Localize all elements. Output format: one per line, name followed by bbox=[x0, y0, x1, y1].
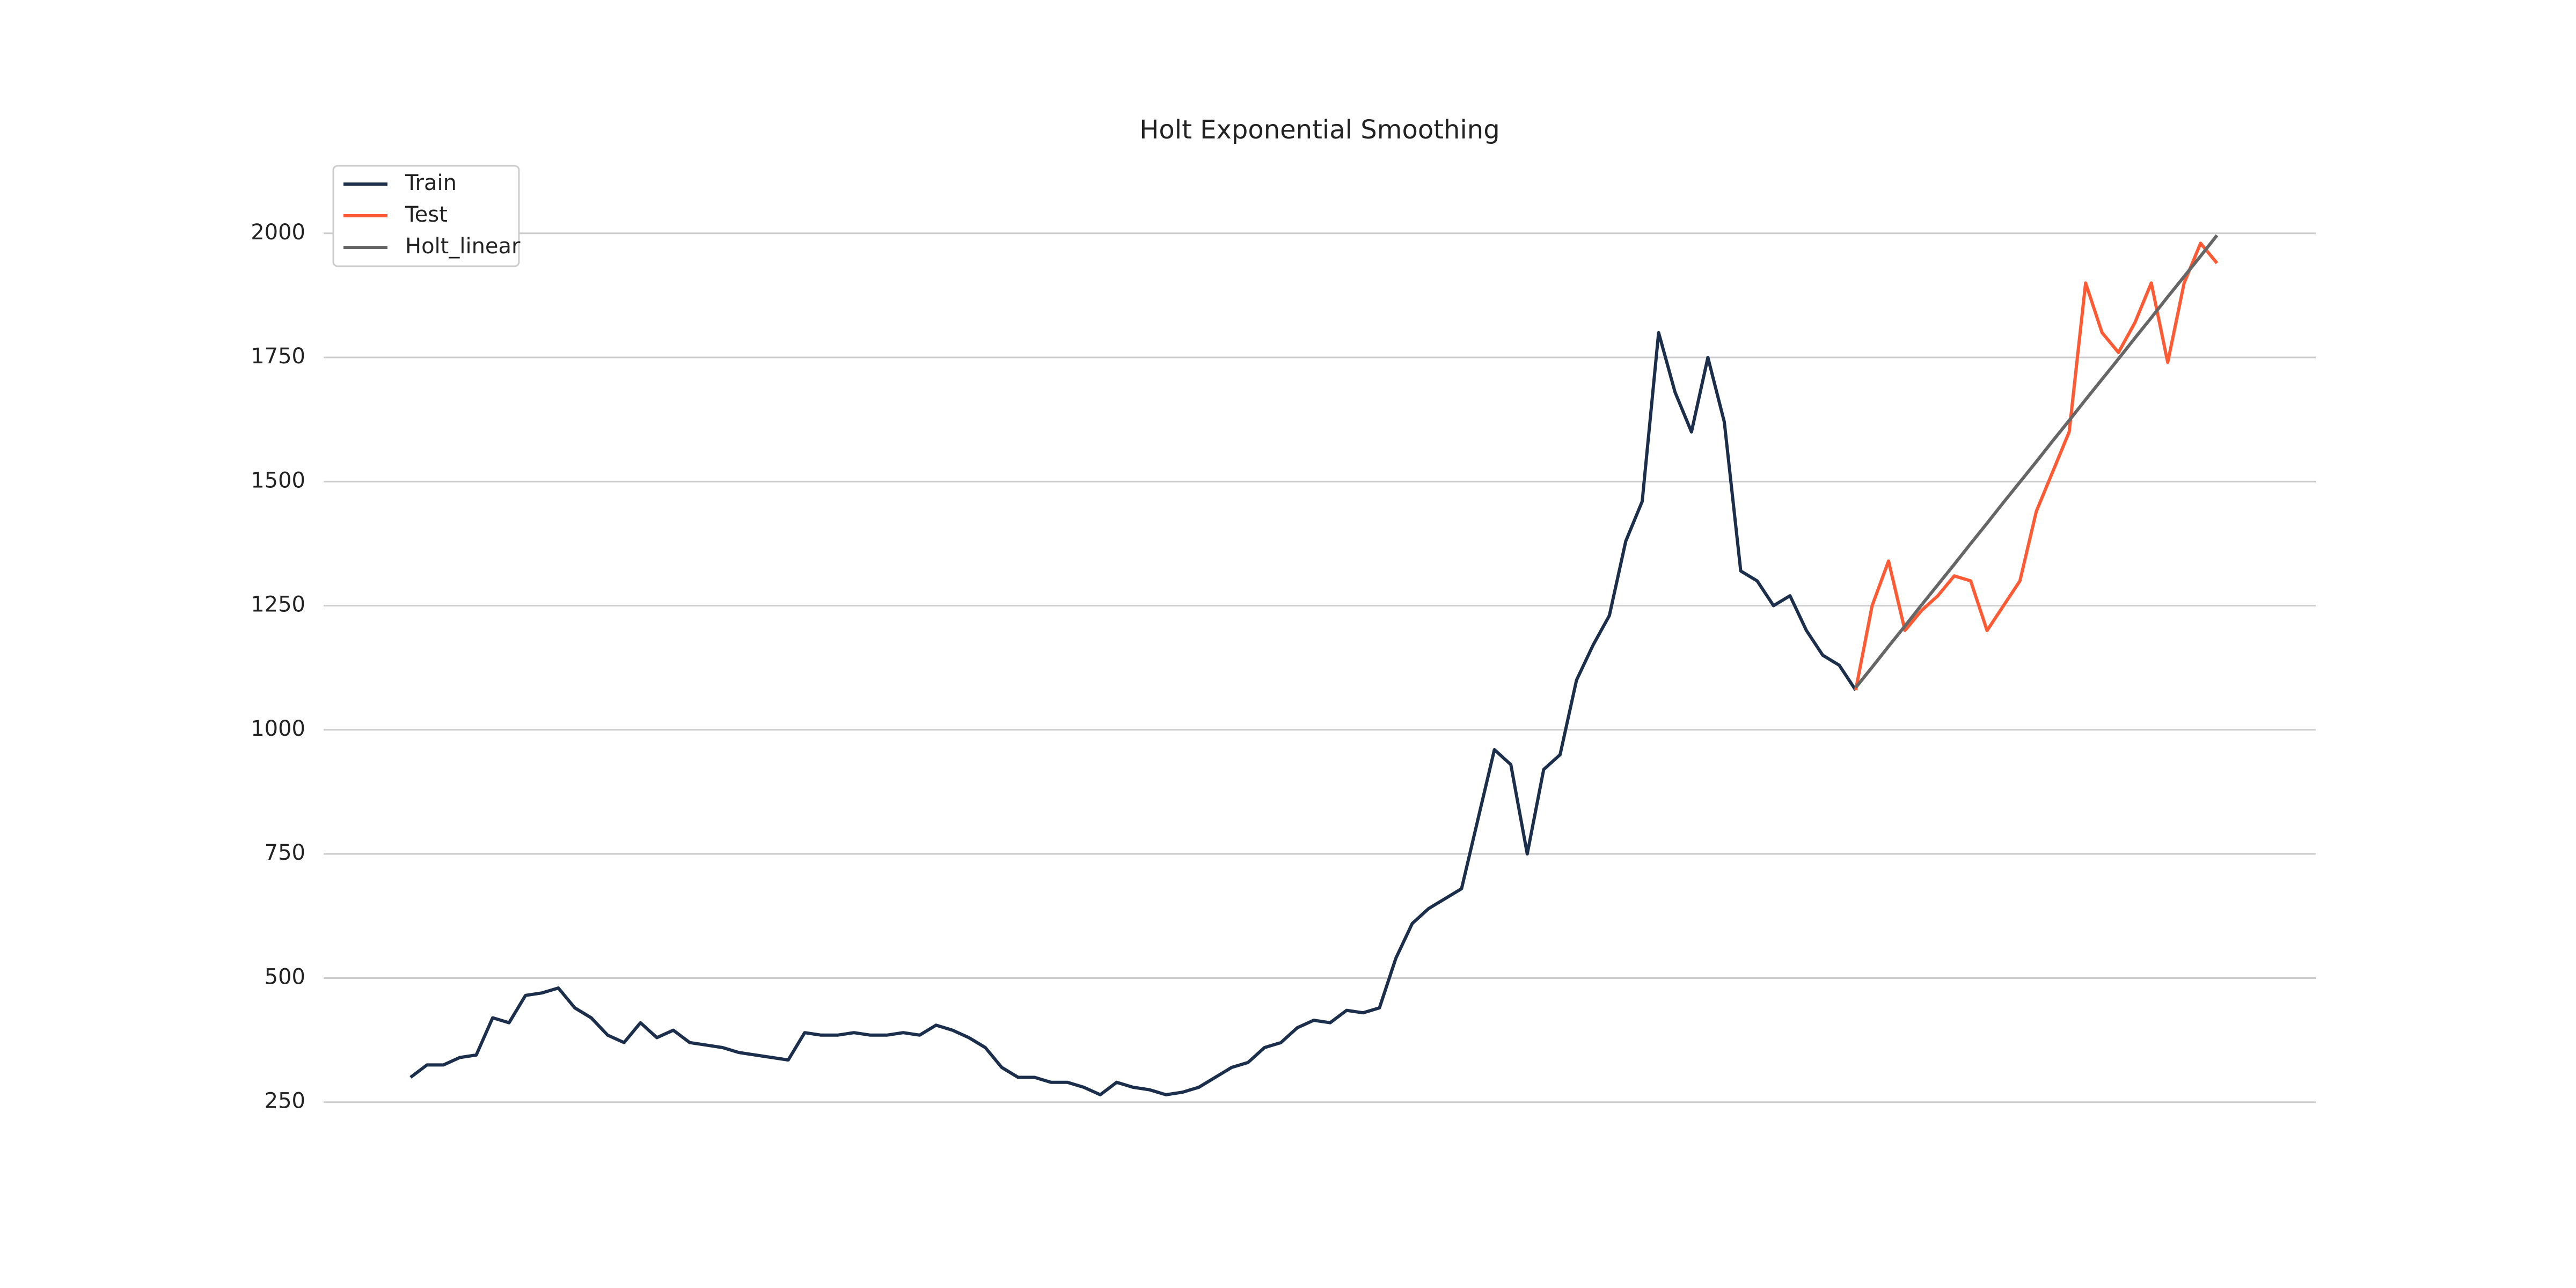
y-tick-label: 750 bbox=[265, 840, 305, 865]
y-tick-label: 1500 bbox=[251, 468, 305, 493]
series-line bbox=[409, 331, 1857, 1096]
plot-lines bbox=[409, 234, 2219, 1096]
legend-box bbox=[332, 165, 520, 267]
y-tick-label: 1250 bbox=[251, 592, 305, 617]
y-tick-label: 500 bbox=[265, 964, 305, 989]
y-tick-label: 2000 bbox=[251, 220, 305, 245]
series-line bbox=[1854, 241, 2219, 691]
legend: Train Test Holt_linear bbox=[332, 165, 521, 267]
legend-label: Test bbox=[405, 202, 448, 227]
y-tick-label: 1000 bbox=[251, 716, 305, 741]
legend-label: Train bbox=[405, 171, 457, 195]
y-tick-label: 1750 bbox=[251, 344, 305, 369]
legend-label: Holt_linear bbox=[405, 234, 521, 259]
series-line bbox=[1854, 234, 2219, 689]
chart-title: Holt Exponential Smoothing bbox=[1139, 115, 1499, 145]
grid: 250 500 750 1000 1250 1500 1750 2000 bbox=[251, 220, 2316, 1114]
y-tick-label: 250 bbox=[265, 1089, 305, 1114]
